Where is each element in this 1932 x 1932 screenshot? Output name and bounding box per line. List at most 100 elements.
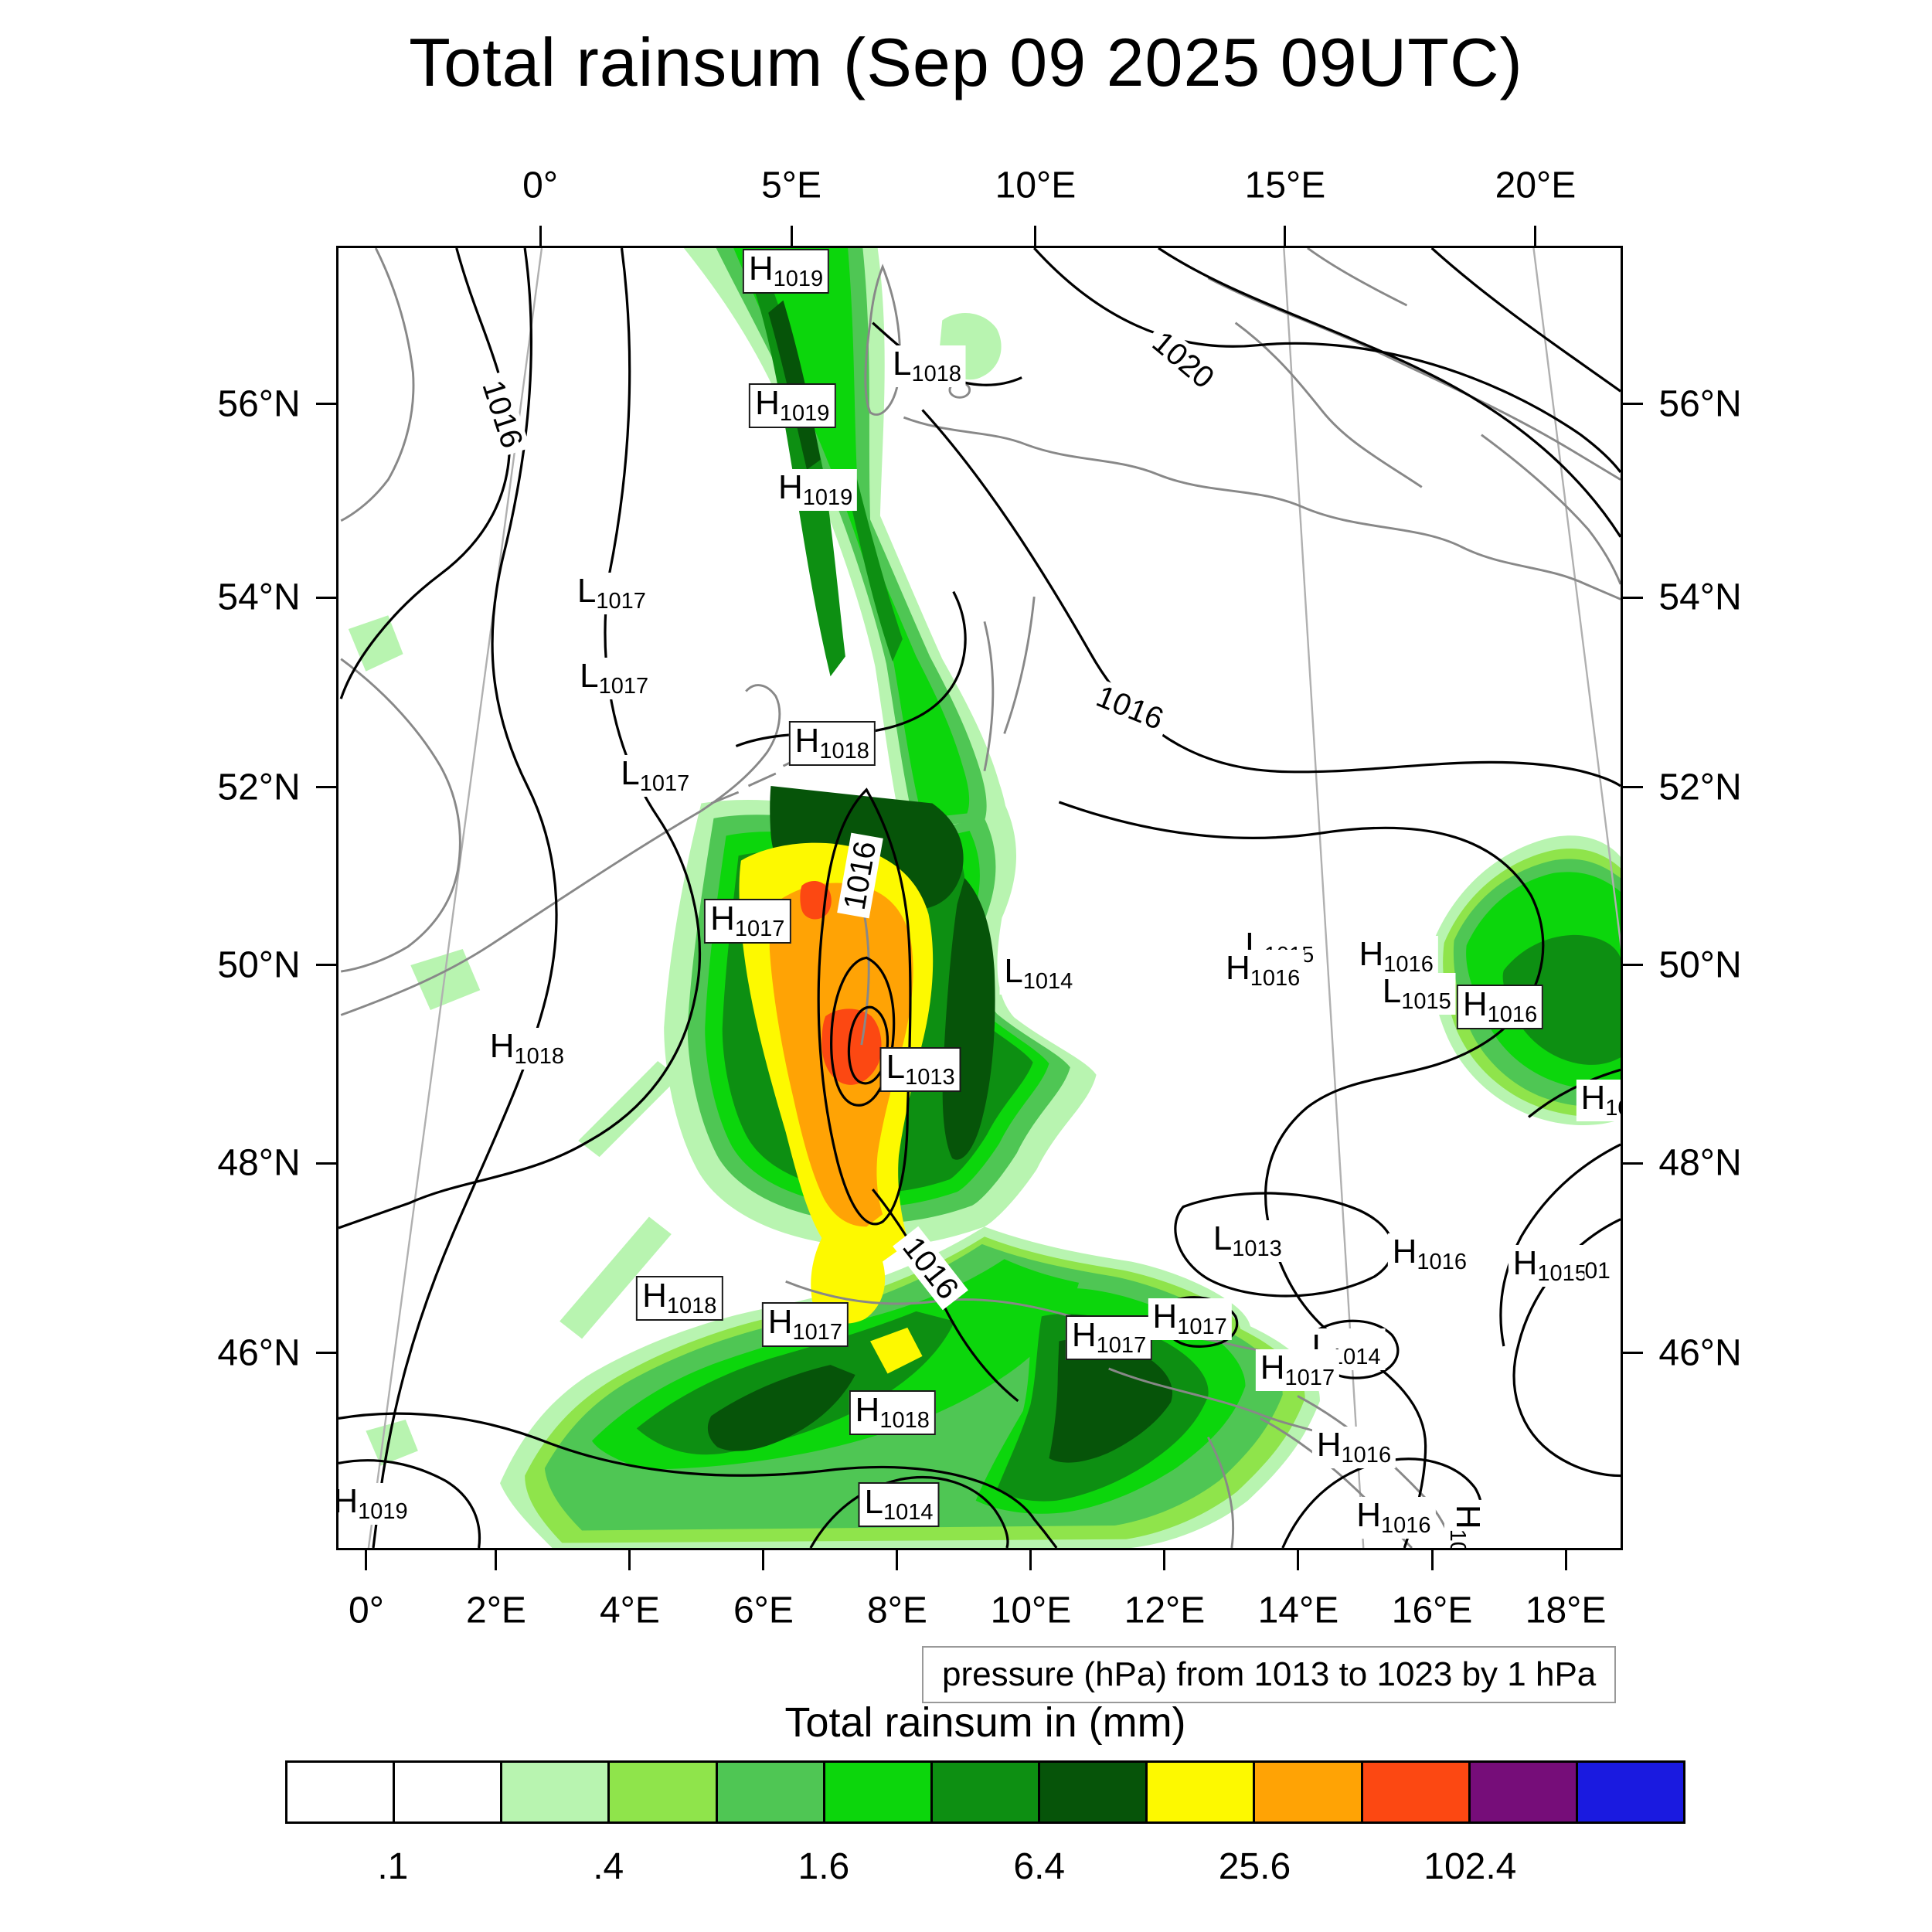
- high-pressure-label: H1018: [636, 1276, 723, 1321]
- colorbar-cell: [717, 1763, 825, 1821]
- colorbar-cell: [825, 1763, 933, 1821]
- low-pressure-label: L1015: [1377, 973, 1456, 1015]
- high-pressure-label: H1019: [749, 383, 836, 428]
- high-pressure-label: H1016: [1576, 1080, 1621, 1122]
- high-pressure-label: H1016: [1311, 1427, 1396, 1469]
- chart-title: Total rainsum (Sep 09 2025 09UTC): [409, 24, 1523, 100]
- axis-tick-left: [316, 596, 336, 599]
- high-pressure-label: H1016: [1352, 1497, 1436, 1539]
- low-pressure-label: L1014: [999, 952, 1078, 995]
- colorbar-tick-label: .1: [377, 1846, 409, 1887]
- axis-tick-bottom: [1564, 1550, 1567, 1570]
- axis-label-left: 50°N: [217, 944, 301, 986]
- axis-label-top: 10°E: [995, 165, 1077, 206]
- high-pressure-label: H1017: [1148, 1298, 1232, 1340]
- isobar-value-label: 1016: [1086, 678, 1174, 739]
- axis-tick-right: [1623, 964, 1643, 967]
- axis-label-right: 52°N: [1658, 767, 1742, 808]
- axis-tick-right: [1623, 786, 1643, 789]
- high-pressure-label: H1018: [788, 720, 876, 766]
- low-pressure-label: L1017: [572, 573, 651, 615]
- axis-label-right: 48°N: [1658, 1142, 1742, 1184]
- axis-tick-top: [1284, 226, 1287, 246]
- high-pressure-label: H1018: [849, 1390, 936, 1436]
- axis-tick-left: [316, 1162, 336, 1165]
- axis-label-bottom: 8°E: [866, 1590, 927, 1631]
- high-pressure-label: H1019: [338, 1482, 413, 1525]
- colorbar-tick-label: 25.6: [1218, 1846, 1291, 1887]
- axis-label-bottom: 10°E: [990, 1590, 1072, 1631]
- axis-tick-left: [316, 403, 336, 406]
- axis-label-bottom: 16°E: [1391, 1590, 1473, 1631]
- pressure-note-box: pressure (hPa) from 1013 to 1023 by 1 hP…: [922, 1646, 1617, 1703]
- axis-tick-bottom: [896, 1550, 899, 1570]
- low-pressure-label: L1013: [1208, 1220, 1287, 1263]
- rain-pressure-map: [338, 248, 1621, 1548]
- axis-tick-top: [790, 226, 793, 246]
- high-pressure-label: H1019: [742, 249, 830, 294]
- colorbar-cell: [610, 1763, 718, 1821]
- high-pressure-label: H1019: [773, 468, 858, 511]
- axis-label-top: 5°E: [761, 165, 822, 206]
- axis-label-left: 46°N: [217, 1332, 301, 1374]
- isobar-value-label: 1016: [837, 833, 883, 919]
- colorbar: [285, 1760, 1685, 1824]
- low-pressure-label: L1014: [858, 1482, 940, 1528]
- high-pressure-label: H1015: [1508, 1245, 1592, 1287]
- axis-tick-left: [316, 964, 336, 967]
- high-pressure-label: H1016: [1220, 950, 1305, 992]
- high-pressure-label: H1016: [1387, 1233, 1471, 1275]
- axis-tick-right: [1623, 596, 1643, 599]
- high-pressure-label: H1017: [704, 899, 791, 944]
- colorbar-cell: [932, 1763, 1041, 1821]
- colorbar-title: Total rainsum in (mm): [784, 1699, 1186, 1746]
- high-pressure-label: H1017: [1065, 1315, 1153, 1360]
- axis-tick-right: [1623, 403, 1643, 406]
- axis-label-bottom: 0°: [349, 1590, 384, 1631]
- axis-label-top: 15°E: [1244, 165, 1326, 206]
- axis-tick-bottom: [1297, 1550, 1300, 1570]
- axis-label-bottom: 4°E: [599, 1590, 660, 1631]
- axis-label-left: 52°N: [217, 767, 301, 808]
- axis-tick-bottom: [1029, 1550, 1032, 1570]
- colorbar-cell: [1577, 1763, 1684, 1821]
- colorbar-tick-label: 1.6: [798, 1846, 850, 1887]
- pressure-note-text: pressure (hPa) from 1013 to 1023 by 1 hP…: [942, 1655, 1597, 1693]
- axis-label-bottom: 12°E: [1124, 1590, 1206, 1631]
- axis-label-right: 46°N: [1658, 1332, 1742, 1374]
- axis-tick-left: [316, 786, 336, 789]
- axis-tick-bottom: [495, 1550, 498, 1570]
- axis-tick-bottom: [365, 1550, 368, 1570]
- axis-tick-bottom: [628, 1550, 631, 1570]
- high-pressure-label: H1017: [1255, 1349, 1340, 1391]
- isobar-value-label: 1016: [474, 370, 531, 458]
- axis-tick-bottom: [1163, 1550, 1166, 1570]
- isobar-value-label: 1020: [1141, 321, 1225, 399]
- high-pressure-label: H1016: [1354, 935, 1438, 978]
- axis-label-left: 56°N: [217, 383, 301, 425]
- axis-label-top: 20°E: [1495, 165, 1577, 206]
- axis-tick-right: [1623, 1352, 1643, 1355]
- high-pressure-label: H1016: [1444, 1499, 1487, 1548]
- colorbar-cell: [1470, 1763, 1578, 1821]
- low-pressure-label: L1018: [887, 345, 966, 388]
- high-pressure-label: H1018: [485, 1028, 570, 1070]
- axis-label-top: 0°: [522, 165, 559, 206]
- axis-label-bottom: 6°E: [733, 1590, 794, 1631]
- axis-label-left: 48°N: [217, 1142, 301, 1184]
- colorbar-cell: [287, 1763, 396, 1821]
- axis-tick-left: [316, 1352, 336, 1355]
- high-pressure-label: H1017: [761, 1301, 849, 1347]
- colorbar-tick-label: .4: [593, 1846, 624, 1887]
- axis-tick-top: [1534, 226, 1537, 246]
- high-pressure-label: H1016: [1456, 985, 1544, 1030]
- axis-label-right: 56°N: [1658, 383, 1742, 425]
- axis-label-bottom: 14°E: [1257, 1590, 1339, 1631]
- rain-shading-layer: [348, 248, 1621, 1548]
- colorbar-tick-label: 6.4: [1013, 1846, 1066, 1887]
- axis-label-left: 54°N: [217, 577, 301, 618]
- axis-tick-bottom: [1430, 1550, 1434, 1570]
- axis-tick-bottom: [762, 1550, 765, 1570]
- axis-tick-right: [1623, 1162, 1643, 1165]
